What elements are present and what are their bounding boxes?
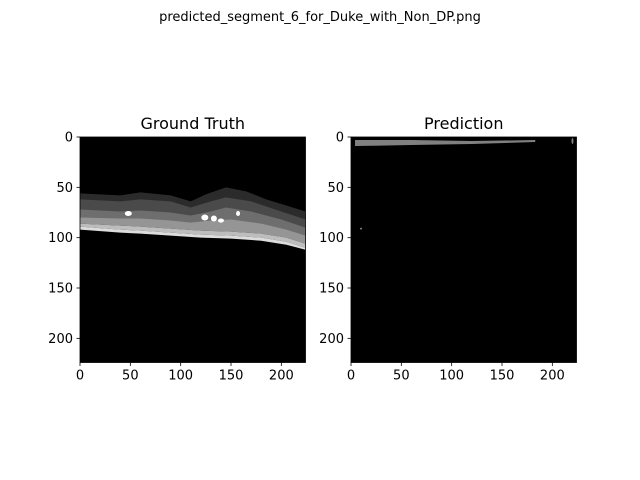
gt-layer-band-5 xyxy=(80,226,306,250)
pred-ytick-label: 0 xyxy=(336,131,344,146)
pred-image-background xyxy=(351,137,577,363)
gt-spot-4 xyxy=(236,210,241,217)
gt-spot-3 xyxy=(217,218,224,223)
pred-xtick-label: 100 xyxy=(439,369,464,384)
pred-layer-band-0 xyxy=(355,140,536,147)
figure-suptitle: predicted_segment_6_for_Duke_with_Non_DP… xyxy=(159,10,481,25)
prediction-panel: Prediction 0 50 100 150 200 0 50 100 150 200 xyxy=(319,114,577,384)
gt-layer-band-4 xyxy=(80,223,306,248)
gt-ytick-label: 50 xyxy=(56,181,73,196)
pred-ytick-label: 100 xyxy=(319,231,344,246)
prediction-title: Prediction xyxy=(424,114,503,133)
pred-xtick-label: 0 xyxy=(347,369,355,384)
gt-ytick-label: 100 xyxy=(48,231,73,246)
gt-layer-band-1 xyxy=(80,197,306,232)
ground-truth-panel: Ground Truth 0 50 100 150 200 0 50 100 150 200 xyxy=(48,114,306,384)
pred-spot-1 xyxy=(360,227,363,230)
ground-truth-title: Ground Truth xyxy=(141,114,246,133)
gt-layer-band-0 xyxy=(80,187,306,226)
gt-layer-band-3 xyxy=(80,217,306,244)
pred-xtick-label: 50 xyxy=(393,369,410,384)
gt-image-background xyxy=(80,137,306,363)
gt-ytick-label: 150 xyxy=(48,282,73,297)
gt-axes-frame xyxy=(79,136,306,363)
gt-ytick-label: 0 xyxy=(65,131,73,146)
gt-ytick-label: 200 xyxy=(48,332,73,347)
pred-spot-0 xyxy=(571,138,574,145)
pred-ytick-label: 50 xyxy=(327,181,344,196)
gt-spot-1 xyxy=(201,214,209,221)
pred-ytick-label: 200 xyxy=(319,332,344,347)
gt-xtick-label: 100 xyxy=(168,369,193,384)
gt-spot-0 xyxy=(124,210,132,217)
gt-spot-2 xyxy=(210,215,217,222)
gt-xtick-label: 50 xyxy=(122,369,139,384)
pred-ytick-label: 150 xyxy=(319,282,344,297)
gt-xtick-label: 0 xyxy=(76,369,84,384)
gt-xtick-label: 150 xyxy=(219,369,244,384)
gt-xtick-label: 200 xyxy=(269,369,294,384)
pred-xtick-label: 200 xyxy=(540,369,565,384)
pred-xtick-label: 150 xyxy=(490,369,515,384)
pred-axes-frame xyxy=(350,136,577,363)
